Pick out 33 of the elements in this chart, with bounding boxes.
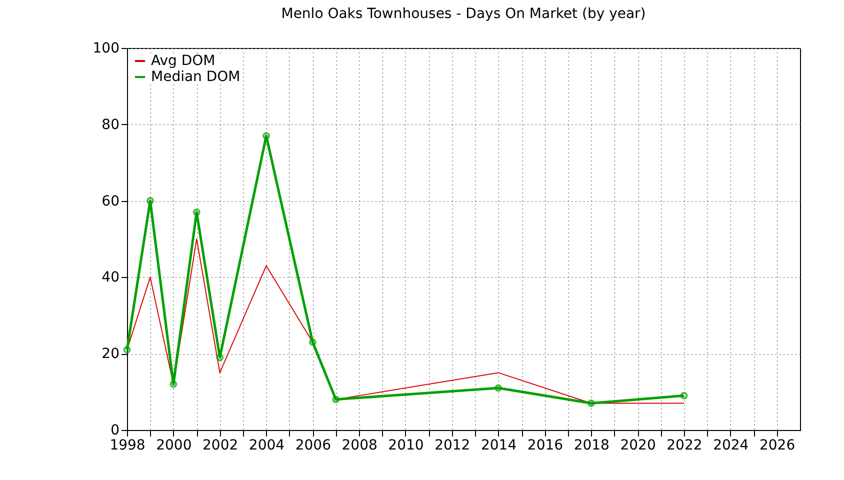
x-tick-label: 2006 <box>295 438 332 454</box>
y-tick-label: 40 <box>102 270 120 286</box>
y-tick-label: 60 <box>102 193 120 210</box>
chart-title: Menlo Oaks Townhouses - Days On Market (by year) <box>281 6 646 22</box>
x-tick-label: 2026 <box>759 438 796 454</box>
x-tick-label: 2002 <box>202 438 238 454</box>
point <box>332 396 340 404</box>
x-tick-label: 1998 <box>110 438 146 454</box>
point <box>146 197 154 205</box>
point <box>494 384 502 392</box>
point <box>587 400 595 407</box>
x-tick-label: 2022 <box>666 438 702 454</box>
x-tick-label: 2012 <box>434 438 470 454</box>
x-tick-label: 2008 <box>342 438 378 454</box>
x-tick-label: 2020 <box>620 438 656 454</box>
y-tick-label: 0 <box>110 422 120 438</box>
x-tick-label: 2016 <box>527 438 564 454</box>
legend-label: Median DOM <box>151 69 240 85</box>
y-tick-label: 100 <box>92 40 120 56</box>
point <box>170 380 178 388</box>
x-tick-label: 2018 <box>574 438 610 454</box>
y-tick-label: 20 <box>102 346 120 362</box>
legend-label: Avg DOM <box>151 53 216 69</box>
x-tick-label: 2010 <box>388 438 424 454</box>
point <box>262 132 270 140</box>
x-tick-label: 2004 <box>248 438 285 454</box>
y-tick-label: 80 <box>102 116 120 133</box>
x-tick-label: 2000 <box>156 438 192 454</box>
point <box>192 208 200 216</box>
point <box>216 354 224 362</box>
point <box>308 338 316 346</box>
x-tick-label: 2024 <box>713 438 749 454</box>
x-tick-label: 2014 <box>480 438 517 454</box>
